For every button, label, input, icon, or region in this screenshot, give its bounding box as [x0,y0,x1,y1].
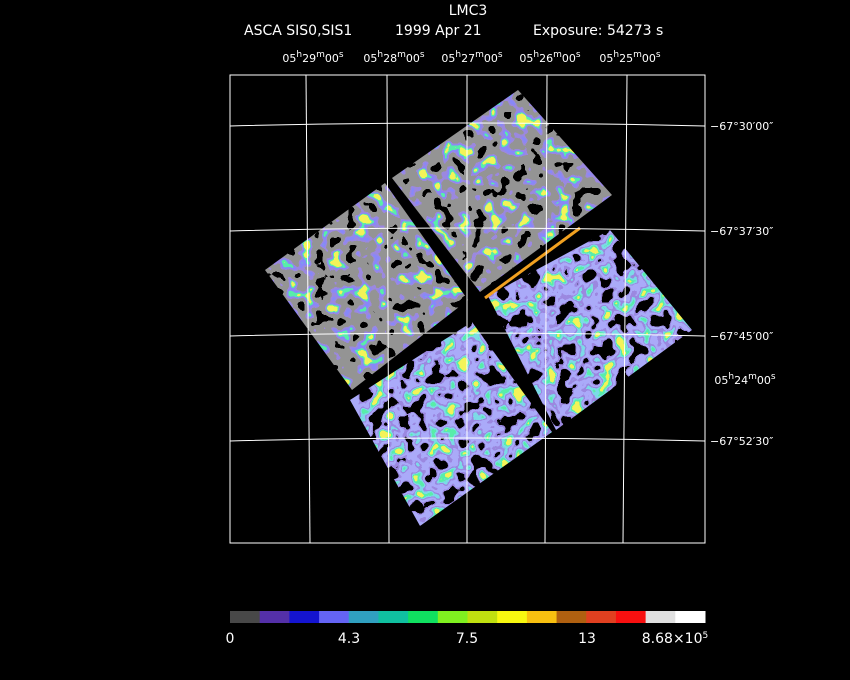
coordinate-grid [229,74,706,544]
colorbar-swatch [526,611,558,623]
dec-label: −67°37′30″ [710,225,773,238]
superscript: m [316,50,325,60]
colorbar-swatch [645,611,676,623]
ra-grid-line [544,74,548,544]
label-part: 7.5 [456,631,478,647]
dec-grid-line [229,437,706,442]
superscript: h [377,50,383,60]
label-part: 0 [226,631,235,647]
superscript: h [455,50,461,60]
label-part: 05 [714,374,728,387]
colorbar-swatch [230,611,261,623]
dec-label: −67°30′00″ [710,120,773,133]
colorbar-label: 8.68×105 [642,631,708,647]
dec-grid-line [229,122,706,127]
colorbar-swatch [289,611,320,623]
dec-label: −67°45′00″ [710,330,773,343]
chip [265,183,468,390]
label-part: 00 [642,52,656,65]
colorbar-swatch [675,611,706,623]
superscript: m [633,50,642,60]
colorbar-label: 13 [578,631,596,647]
label-part: 05 [282,52,296,65]
superscript: s [498,50,503,60]
label-part: 26 [539,52,553,65]
label-part: 05 [519,52,533,65]
colorbar-swatch [615,611,647,623]
superscript: m [397,50,406,60]
colorbar-swatch [467,611,498,623]
colorbar-swatch [437,611,468,623]
dec-grid-line [229,227,706,232]
subtitle: Exposure: 54273 s [533,23,663,39]
colorbar-swatch [348,611,379,623]
superscript: s [656,50,661,60]
label-part: 28 [383,52,397,65]
label-part: 05 [599,52,613,65]
label-part: 00 [757,374,771,387]
colorbar-swatch [259,611,290,623]
ra-label: 05h26m00s [519,50,581,65]
ra-grid-line [386,74,390,544]
colorbar-label: 7.5 [456,631,478,647]
label-part: 00 [484,52,498,65]
colorbar-swatch [556,611,587,623]
label-part: 05 [363,52,377,65]
colorbar-label: 4.3 [338,631,360,647]
label-part: 25 [619,52,633,65]
superscript: m [475,50,484,60]
label-part: 27 [461,52,475,65]
superscript: h [728,372,734,382]
chip [350,322,552,526]
label-part: 00 [562,52,576,65]
dec-label: −67°52′30″ [710,435,773,448]
label-part: 05 [441,52,455,65]
label-part: 4.3 [338,631,360,647]
dec-grid-line [229,332,706,337]
ra-grid-line [305,74,311,544]
colorbar-label: 0 [226,631,235,647]
label-part: 00 [406,52,420,65]
chip [392,90,612,292]
title: LMC3 [449,3,488,19]
ra-label: 05h28m00s [363,50,425,65]
ra-label: 05h29m00s [282,50,344,65]
colorbar-swatch [408,611,439,623]
colorbar [230,611,706,623]
superscript: h [296,50,302,60]
chip [488,230,692,430]
colorbar-swatch [586,611,617,623]
ra-label: 05h27m00s [441,50,503,65]
label-part: 24 [734,374,748,387]
label-part: 8.68×10 [642,631,703,647]
superscript: s [771,372,776,382]
colorbar-swatch [497,611,528,623]
subtitle: 1999 Apr 21 [395,23,482,39]
bright-edge [484,226,581,300]
ra-label: 05h24m00s [714,372,776,387]
superscript: 5 [702,631,708,641]
superscript: m [553,50,562,60]
subtitle: ASCA SIS0,SIS1 [244,23,352,39]
detector-chips [265,90,692,526]
ra-grid-line [622,74,628,544]
superscript: s [339,50,344,60]
superscript: h [613,50,619,60]
superscript: s [576,50,581,60]
ra-label: 05h25m00s [599,50,661,65]
label-part: 13 [578,631,596,647]
colorbar-swatch [319,611,350,623]
colorbar-swatch [378,611,409,623]
label-part: 29 [302,52,316,65]
superscript: m [748,372,757,382]
superscript: s [420,50,425,60]
superscript: h [533,50,539,60]
label-part: 00 [325,52,339,65]
